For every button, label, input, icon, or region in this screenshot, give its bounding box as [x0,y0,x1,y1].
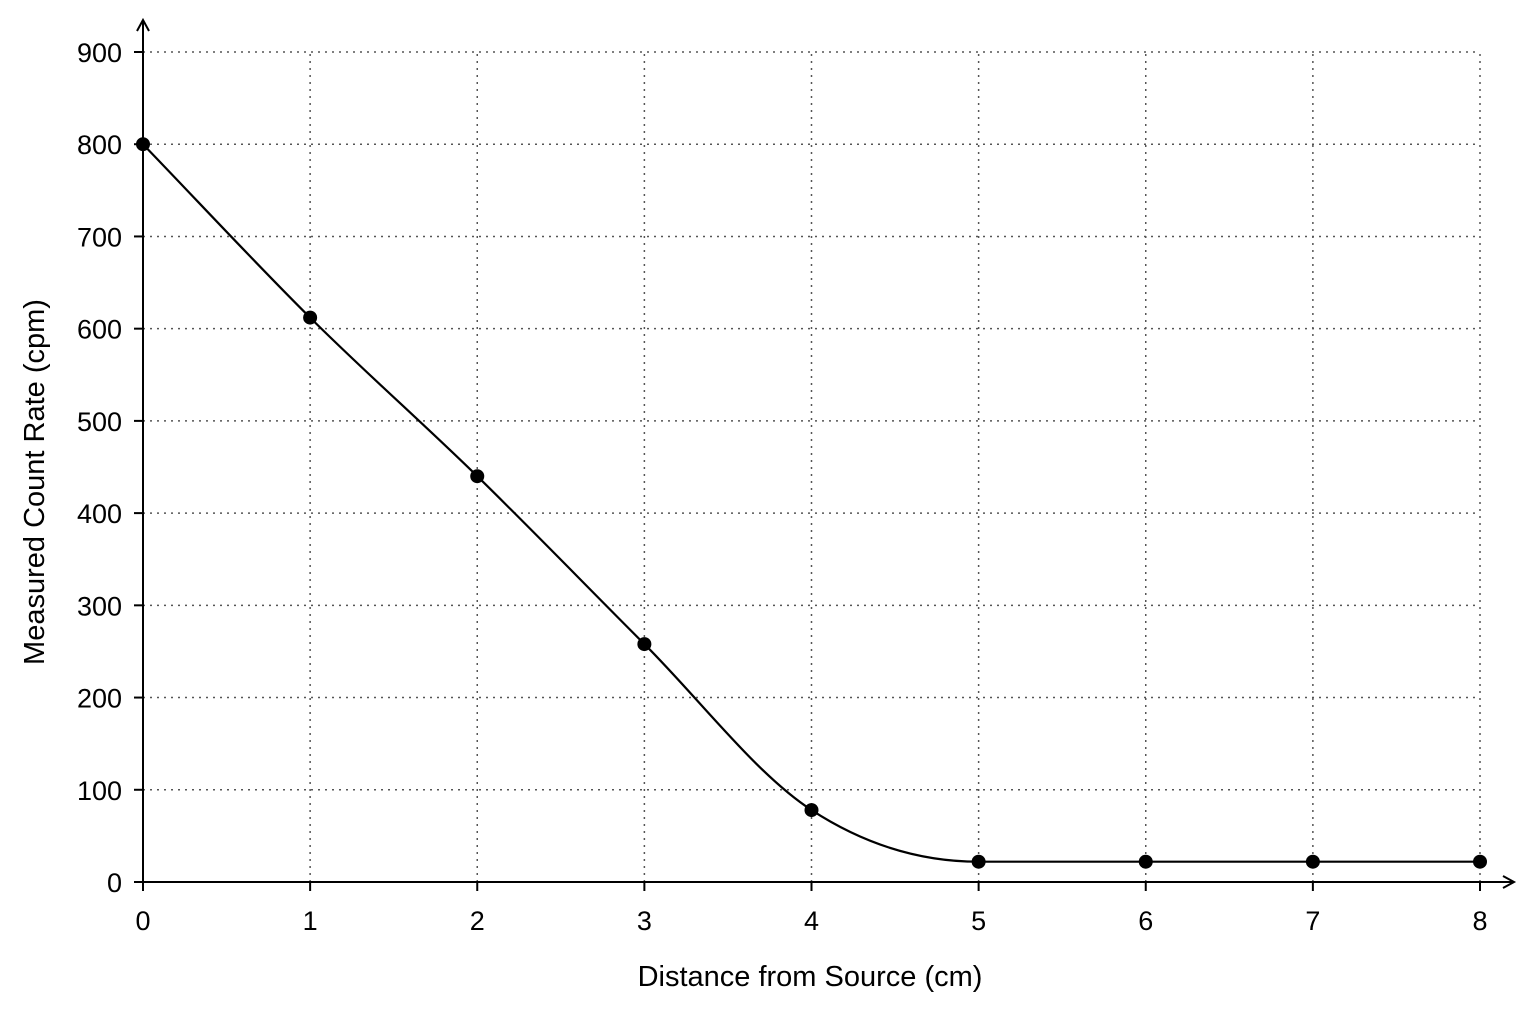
x-tick-label: 8 [1472,906,1487,936]
x-axis-title: Distance from Source (cm) [638,961,983,993]
y-tick-label: 700 [77,222,122,252]
y-tick-label: 0 [107,868,122,898]
y-tick-label: 100 [77,776,122,806]
x-tick-label: 2 [470,906,485,936]
x-tick-label: 0 [135,906,150,936]
series-curve [142,143,1480,863]
axes [136,17,1517,889]
y-tick-label: 300 [77,591,122,621]
y-axis-arrow [136,17,150,32]
y-tick-label: 900 [77,38,122,68]
y-tick-label: 600 [77,315,122,345]
tick-labels: 0 1 2 3 4 5 6 7 8 0 100 200 300 400 500 600 700 800 900 [77,38,1488,936]
x-tick-label: 1 [303,906,318,936]
y-tick-label: 800 [77,130,122,160]
x-axis-arrow [1502,875,1517,889]
data-points [136,137,1487,869]
x-tick-label: 7 [1305,906,1320,936]
grid [143,51,1481,882]
data-point [470,469,485,484]
x-tick-label: 3 [637,906,652,936]
data-point [303,310,318,325]
data-point [1305,854,1320,869]
data-point [637,637,652,652]
data-point [1473,854,1487,869]
y-tick-label: 500 [77,407,122,437]
data-point [971,854,986,869]
data-point [136,137,150,152]
x-tick-label: 4 [804,906,819,936]
data-point [1138,854,1153,869]
y-axis-title: Measured Count Rate (cpm) [19,299,51,665]
data-point [804,803,819,818]
y-tick-label: 400 [77,499,122,529]
ticks [134,51,1481,891]
y-tick-label: 200 [77,684,122,714]
x-tick-label: 6 [1138,906,1153,936]
x-tick-label: 5 [971,906,986,936]
